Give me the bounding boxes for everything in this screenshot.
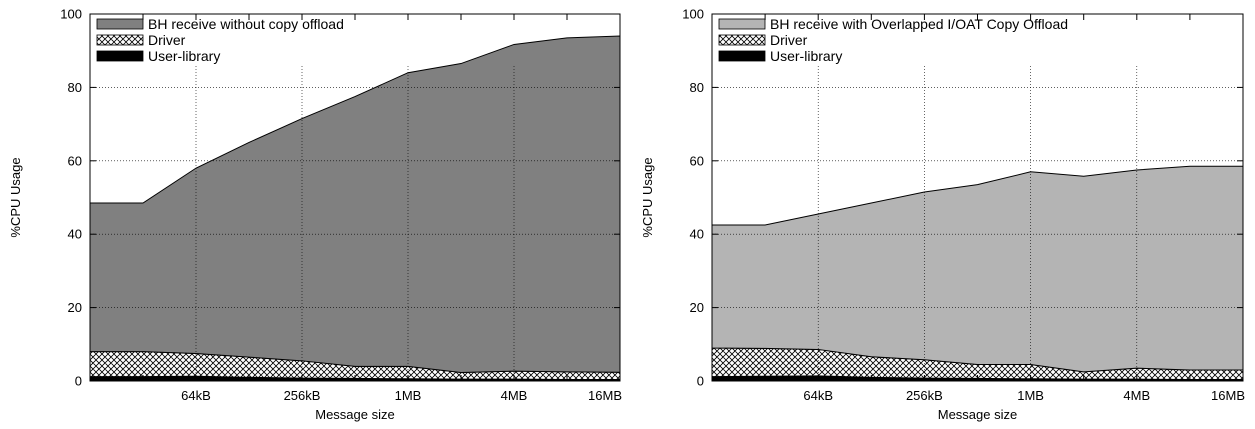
x-tick-label: 64kB <box>181 388 211 403</box>
legend-swatch <box>718 50 766 62</box>
legend-swatch <box>718 34 766 46</box>
chart-left: 0 20 40 60 80 100 64kB 256kB 1MB 4MB 16MB Message s… <box>8 7 622 423</box>
x-tick-label: 256kB <box>906 388 943 403</box>
y-axis-label: %CPU Usage <box>640 157 655 237</box>
legend-swatch <box>96 50 144 62</box>
x-tick-label: 1MB <box>1017 388 1044 403</box>
x-axis-label: Message size <box>938 407 1017 422</box>
x-tick-label: 4MB <box>1123 388 1150 403</box>
legend-label: User-library <box>148 48 220 64</box>
y-tick-label: 60 <box>68 153 82 168</box>
legend-swatch <box>96 18 144 30</box>
y-tick-label: 60 <box>690 153 704 168</box>
x-tick-label: 256kB <box>284 388 321 403</box>
legend-swatch <box>718 18 766 30</box>
x-tick-label: 64kB <box>803 388 833 403</box>
y-tick-label: 100 <box>682 7 704 22</box>
y-axis-label: %CPU Usage <box>8 157 23 237</box>
x-tick-label: 1MB <box>395 388 422 403</box>
x-tick-label: 4MB <box>501 388 528 403</box>
legend-swatch <box>96 34 144 46</box>
y-tick-label: 100 <box>60 7 82 22</box>
legend-label: User-library <box>770 48 842 64</box>
chart-right: 0 20 40 60 80 100 64kB 256kB 1MB 4MB 16MB Message s… <box>640 7 1245 423</box>
legend-label: Driver <box>148 32 186 48</box>
area-bh-receive-without-copy-offload <box>89 35 621 374</box>
y-tick-label: 80 <box>690 80 704 95</box>
y-tick-label: 0 <box>75 374 82 389</box>
x-tick-label: 16MB <box>588 388 622 403</box>
y-tick-label: 40 <box>68 227 82 242</box>
y-tick-label: 40 <box>690 227 704 242</box>
legend-label: BH receive without copy offload <box>148 16 344 32</box>
y-tick-label: 20 <box>690 300 704 315</box>
y-tick-label: 20 <box>68 300 82 315</box>
y-tick-label: 80 <box>68 80 82 95</box>
x-axis-label: Message size <box>315 407 394 422</box>
y-tick-label: 0 <box>697 374 704 389</box>
legend-label: Driver <box>770 32 808 48</box>
x-tick-label: 16MB <box>1211 388 1245 403</box>
area-bh-receive-with-overlapped-i-oat-copy-offload <box>711 165 1244 373</box>
legend-label: BH receive with Overlapped I/OAT Copy Of… <box>770 16 1068 32</box>
